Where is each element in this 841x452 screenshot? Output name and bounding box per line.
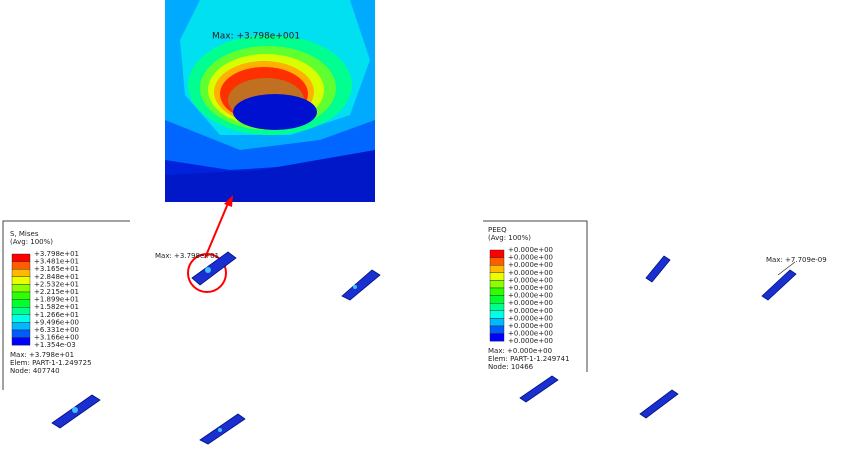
legend-node: Node: 10466 (488, 363, 534, 371)
legend-swatch (11, 261, 31, 270)
legend-swatch (11, 322, 31, 331)
legend-subtitle: (Avg: 100%) (10, 238, 53, 246)
legend-swatch (489, 257, 505, 266)
legend-value: +0.000e+00 (508, 292, 553, 300)
legend-swatch (11, 284, 31, 293)
legend-value: +0.000e+00 (508, 337, 553, 345)
legend-node: Node: 407740 (10, 367, 60, 375)
legend-elem: Elem: PART-1-1.249741 (488, 355, 570, 363)
legend-swatch (11, 299, 31, 308)
legend-swatch (489, 295, 505, 304)
legend-value: +0.000e+00 (508, 322, 553, 330)
legend-value: +1.582e+01 (34, 303, 79, 311)
leader (777, 261, 796, 276)
legend-value: +0.000e+00 (508, 307, 553, 315)
arrow (204, 200, 230, 259)
highlight-circle (187, 253, 227, 293)
legend-value: +2.215e+01 (34, 288, 79, 296)
legend-value: +3.481e+01 (34, 258, 79, 266)
legend-swatch (11, 276, 31, 285)
legend-swatch (11, 307, 31, 316)
legend-title: S, Mises (10, 230, 39, 238)
legend-swatch (489, 287, 505, 296)
legend-value: +3.165e+01 (34, 265, 79, 273)
legend-value: +9.496e+00 (34, 318, 79, 326)
legend-value: +0.000e+00 (508, 299, 553, 307)
legend-value: +1.266e+01 (34, 311, 79, 319)
legend-value: +3.798e+01 (34, 250, 79, 258)
legend-swatch (489, 318, 505, 327)
legend-value: +3.166e+00 (34, 334, 79, 342)
legend-value: +2.532e+01 (34, 280, 79, 288)
legend-swatch (489, 325, 505, 334)
inset-max-label: Max: +3.798e+001 (212, 32, 300, 42)
legend-value: +6.331e+00 (34, 326, 79, 334)
right-part-label: Max: +7.709e-09 (766, 256, 827, 264)
legend-swatch (489, 265, 505, 274)
legend-swatch (489, 249, 505, 258)
legend-swatch (489, 272, 505, 281)
legend-swatch (489, 303, 505, 312)
parts (51, 251, 797, 445)
legend-swatch (11, 291, 31, 300)
legend-value: +0.000e+00 (508, 314, 553, 322)
legend-swatch (11, 329, 31, 338)
legend-value: +0.000e+00 (508, 330, 553, 338)
legend-title: PEEQ (488, 226, 507, 234)
legend-swatch (11, 314, 31, 323)
legend-swatch (489, 333, 505, 342)
legend-value: +0.000e+00 (508, 269, 553, 277)
legend-swatch (11, 253, 31, 262)
zoom-inset: Max: +3.798e+001 (165, 0, 375, 202)
part-hotspots (72, 267, 357, 432)
legend-value: +0.000e+00 (508, 254, 553, 262)
left-legend-frame (2, 220, 130, 390)
legend-swatch (11, 337, 31, 346)
left-part-label: Max: +3.798e+01 (155, 252, 219, 260)
legend-max: Max: +0.000e+00 (488, 347, 552, 355)
legend-value: +1.354e-03 (34, 341, 76, 349)
legend-elem: Elem: PART-1-1.249725 (10, 359, 92, 367)
legend-swatch (11, 269, 31, 278)
legend-swatch (489, 280, 505, 289)
legend-subtitle: (Avg: 100%) (488, 234, 531, 242)
legend-value: +0.000e+00 (508, 261, 553, 269)
arrow-head (224, 195, 233, 207)
legend-value: +0.000e+00 (508, 284, 553, 292)
legend-value: +0.000e+00 (508, 246, 553, 254)
legend-max: Max: +3.798e+01 (10, 351, 74, 359)
legend-value: +2.848e+01 (34, 273, 79, 281)
legend-swatch (489, 310, 505, 319)
right-legend-frame (483, 220, 588, 372)
legend-value: +0.000e+00 (508, 276, 553, 284)
legend-value: +1.899e+01 (34, 296, 79, 304)
